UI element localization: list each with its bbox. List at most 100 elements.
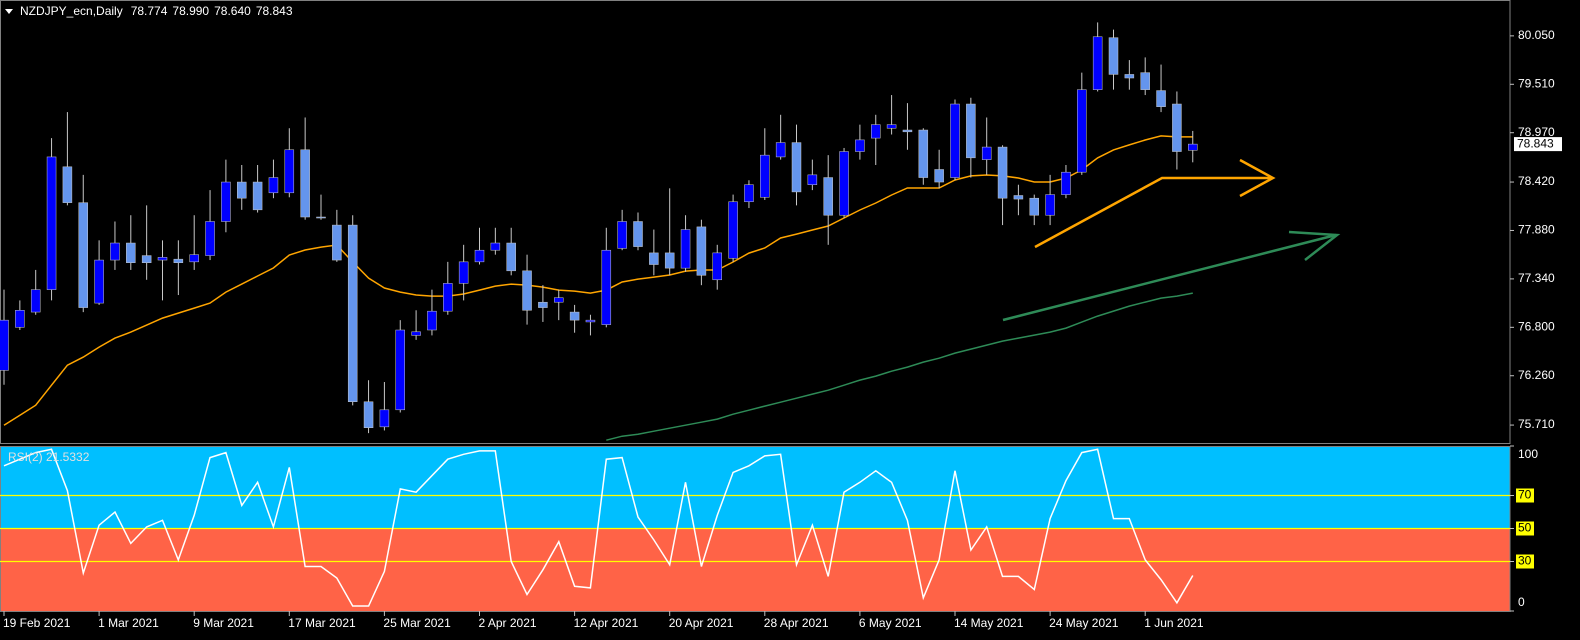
y-tick-label: 70 xyxy=(1518,488,1532,502)
ohlc-value: 78.990 xyxy=(172,4,209,18)
x-tick-label: 19 Feb 2021 xyxy=(3,616,71,630)
moving-average-line xyxy=(606,292,1193,441)
candle-body xyxy=(379,409,390,428)
candle-body xyxy=(950,103,960,178)
candle-body xyxy=(474,249,485,263)
candle-body xyxy=(712,252,722,281)
candle-body xyxy=(760,154,770,198)
y-tick-label: 78.970 xyxy=(1518,125,1555,139)
y-tick-label: 0 xyxy=(1518,595,1525,609)
candle-body xyxy=(332,224,342,261)
candle-body xyxy=(126,242,136,264)
lower-zone xyxy=(0,528,1510,611)
x-tick-label: 17 Mar 2021 xyxy=(288,616,356,630)
y-tick-label: 77.880 xyxy=(1518,223,1555,237)
candle-body xyxy=(458,261,469,284)
last-price-box xyxy=(1514,137,1562,152)
candle-body xyxy=(585,319,596,323)
candle-body xyxy=(744,184,754,203)
candle-body xyxy=(221,181,231,222)
menu-triangle[interactable] xyxy=(5,9,13,14)
candle-body xyxy=(110,242,120,261)
y-tick-label: 75.710 xyxy=(1518,417,1555,431)
candle-body xyxy=(0,319,9,371)
candle-body xyxy=(78,202,88,308)
ohlc-value: 78.843 xyxy=(256,4,293,18)
candle-body xyxy=(300,149,310,218)
y-tick-label: 78.420 xyxy=(1518,174,1555,188)
candle-body xyxy=(1124,74,1135,79)
candle-body xyxy=(601,249,612,325)
candle-body xyxy=(569,311,580,321)
last-price-label: 78.843 xyxy=(1517,136,1554,150)
y-tick-label: 80.050 xyxy=(1518,28,1555,42)
ohlc-value: 78.640 xyxy=(214,4,251,18)
ohlc-value: 78.774 xyxy=(131,4,168,18)
candle-body xyxy=(1045,194,1055,216)
x-tick-label: 14 May 2021 xyxy=(954,616,1024,630)
level-label-box xyxy=(1516,521,1534,536)
x-tick-label: 24 May 2021 xyxy=(1049,616,1119,630)
chart-title: NZDJPY_ecn,Daily xyxy=(20,4,123,18)
x-tick-label: 1 Mar 2021 xyxy=(98,616,159,630)
candle-body xyxy=(902,129,913,133)
level-label-box xyxy=(1516,554,1534,569)
candle-body xyxy=(490,242,501,251)
candle-body xyxy=(918,129,929,178)
annotation-arrowhead xyxy=(1288,230,1341,261)
indicator-title: RSI(2) 21.5332 xyxy=(8,450,90,464)
moving-average-line xyxy=(3,135,1193,426)
candle-body xyxy=(15,310,25,328)
candle-body xyxy=(680,229,691,269)
x-tick-label: 9 Mar 2021 xyxy=(193,616,254,630)
candle-body xyxy=(268,177,279,194)
candle-body xyxy=(538,301,548,308)
candle-body xyxy=(633,221,643,247)
candle-body xyxy=(934,169,944,183)
candle-body xyxy=(966,103,976,159)
candle-body xyxy=(728,201,738,259)
y-tick-label: 30 xyxy=(1518,554,1532,568)
candle-body xyxy=(62,166,73,203)
candle-body xyxy=(664,252,675,269)
candle-body xyxy=(823,177,833,216)
candle-body xyxy=(1188,143,1198,151)
y-tick-label: 77.340 xyxy=(1518,271,1555,285)
candle-body xyxy=(411,331,421,336)
candle-body xyxy=(522,270,532,311)
candle-body xyxy=(839,151,849,216)
candle-body xyxy=(807,174,818,185)
x-tick-label: 2 Apr 2021 xyxy=(479,616,537,630)
x-tick-label: 12 Apr 2021 xyxy=(574,616,639,630)
candle-body xyxy=(1092,36,1103,90)
candle-body xyxy=(46,156,57,290)
candle-body xyxy=(649,252,659,265)
candle-body xyxy=(141,255,152,264)
candle-body xyxy=(316,216,326,219)
annotation-arrowhead xyxy=(1239,158,1276,198)
candle-body xyxy=(347,224,358,402)
candle-body xyxy=(1077,89,1087,173)
y-tick-label: 79.510 xyxy=(1518,76,1555,90)
candle-body xyxy=(871,124,881,139)
candle-body xyxy=(157,257,168,261)
annotations xyxy=(1002,158,1341,322)
panel-frame xyxy=(0,0,1511,444)
candle-body xyxy=(30,289,41,313)
y-tick-label: 100 xyxy=(1518,447,1538,461)
y-tick-label: 76.800 xyxy=(1518,319,1555,333)
x-tick-label: 1 Jun 2021 xyxy=(1144,616,1204,630)
upper-zone xyxy=(0,446,1510,529)
rsi-line xyxy=(3,448,1194,607)
candle-body xyxy=(427,310,437,331)
candle-body xyxy=(443,283,453,312)
candle-body xyxy=(554,297,564,303)
candle-body xyxy=(1156,90,1166,107)
x-tick-label: 20 Apr 2021 xyxy=(669,616,734,630)
candle-body xyxy=(886,124,897,129)
x-tick-label: 6 May 2021 xyxy=(859,616,922,630)
candle-body xyxy=(506,242,516,272)
candle-body xyxy=(205,221,215,256)
